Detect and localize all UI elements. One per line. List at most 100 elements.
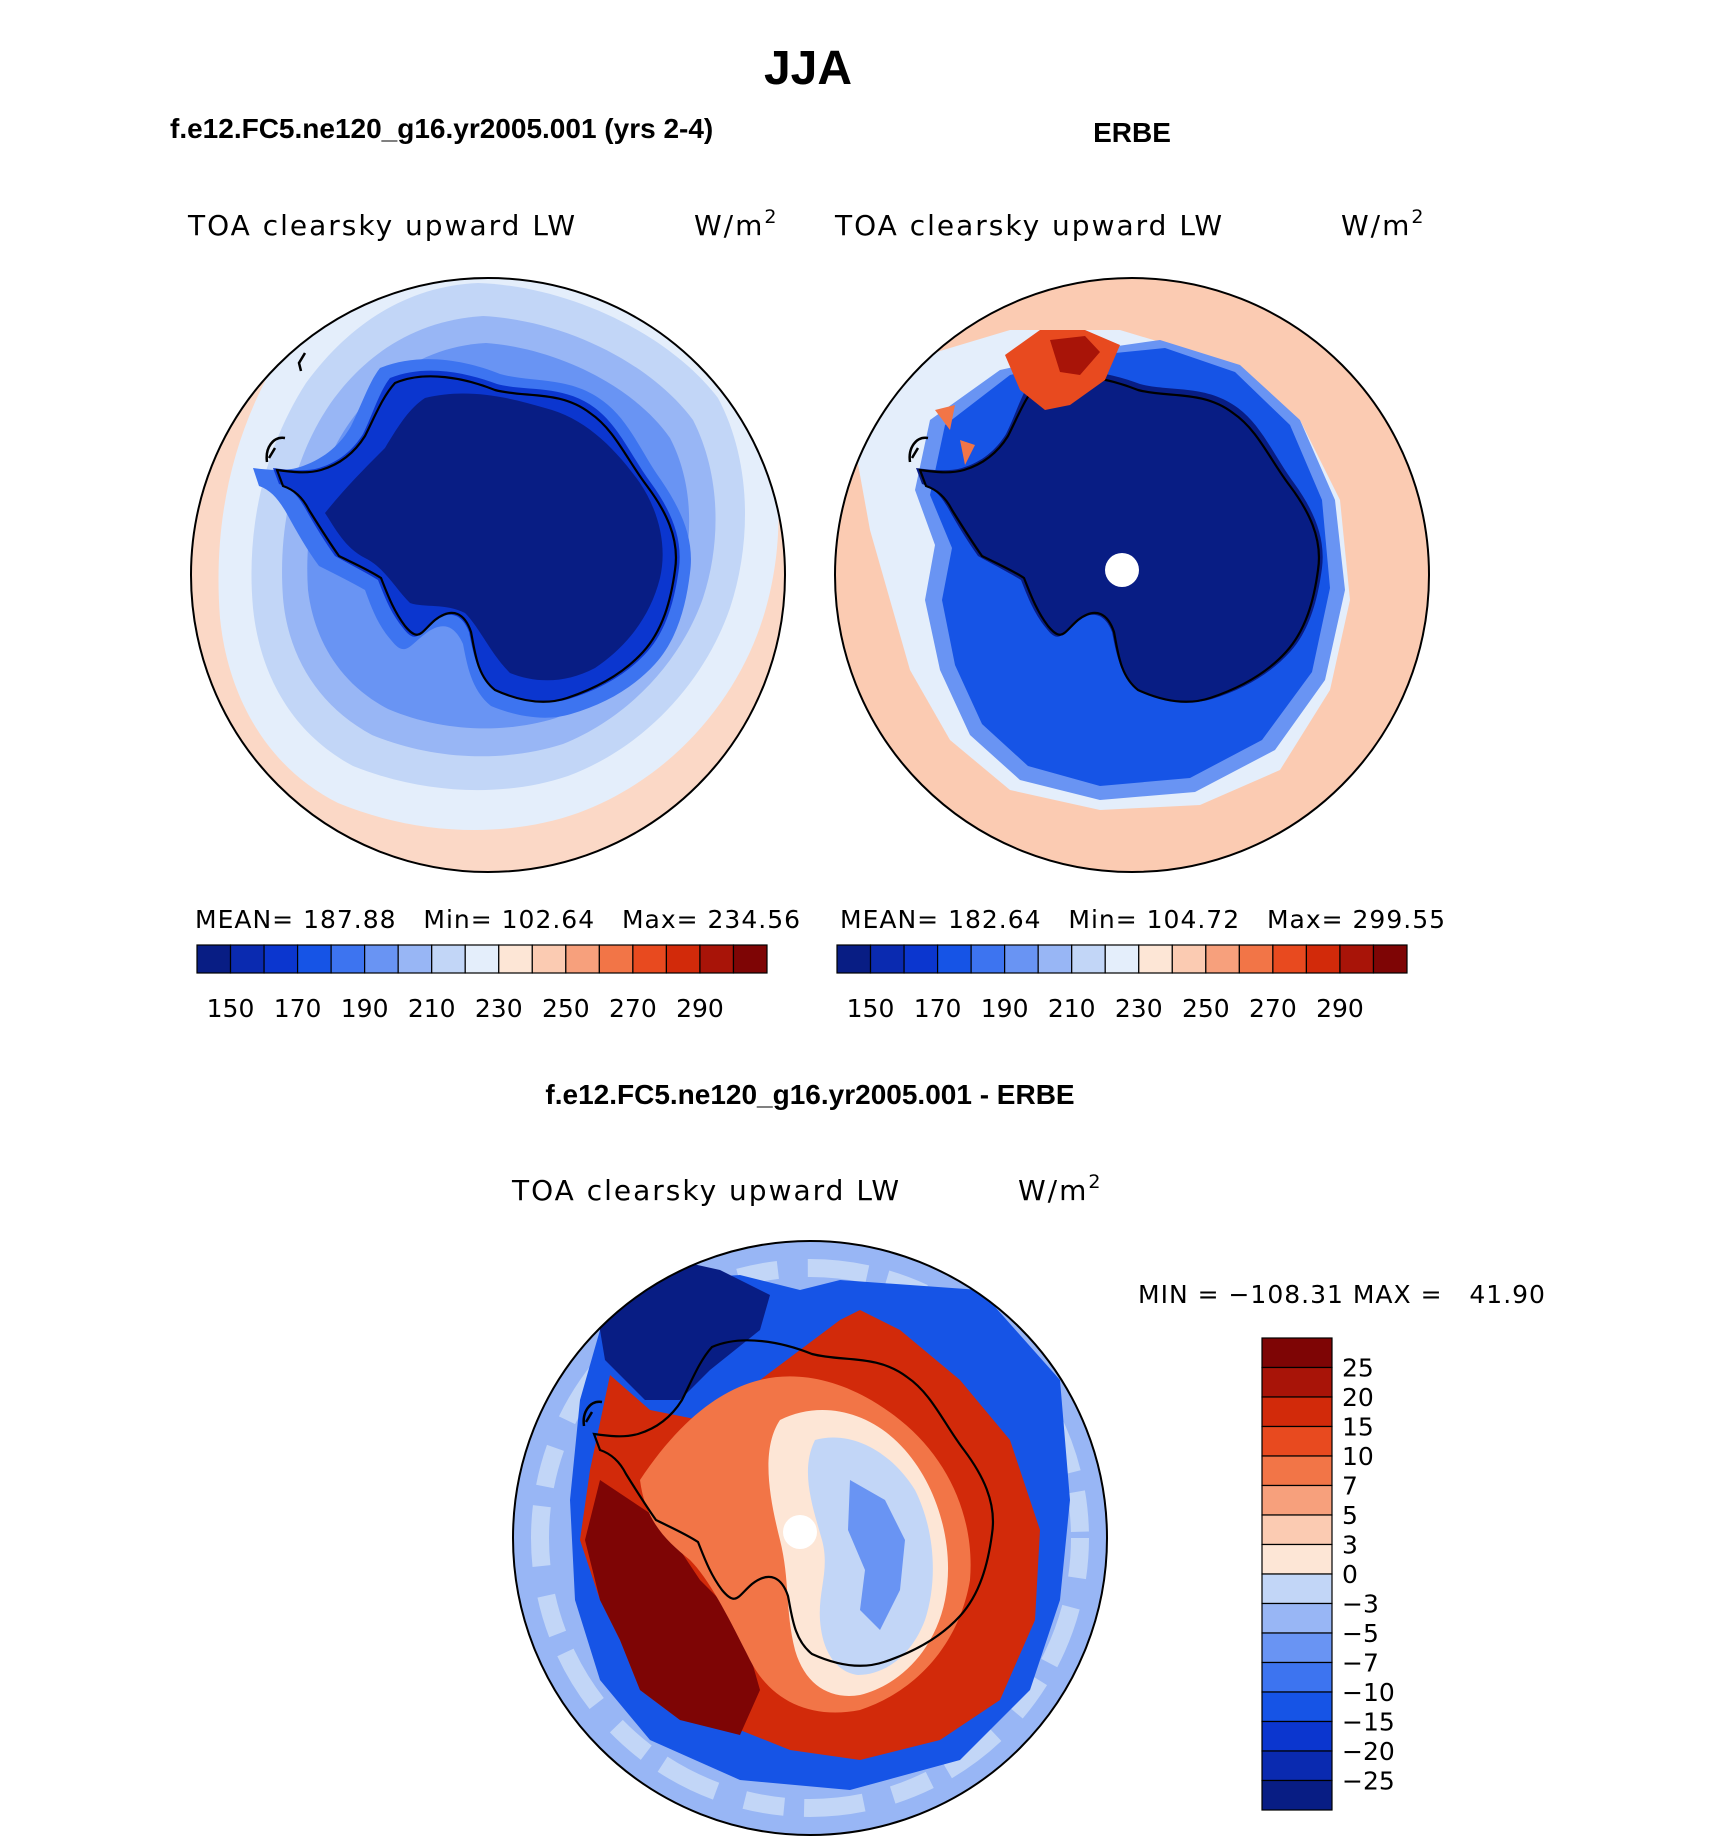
panel-difference-colorbar-swatch: [1261, 1366, 1333, 1398]
panel-model-colorbar-swatch: [531, 944, 567, 974]
panel-erbe-colorbar-swatch: [1372, 944, 1408, 974]
panel-difference-map: [513, 1241, 1107, 1835]
panel-erbe-colorbar-swatch: [1104, 944, 1140, 974]
panel-model-colorbar-tick-label: 190: [341, 994, 389, 1023]
panel-erbe-colorbar: 150 170 190 210 230 250 270 290: [836, 944, 1408, 1023]
panel-model-stats: MEAN= 187.88 Min= 102.64 Max= 234.56: [195, 905, 801, 934]
panel-erbe-units: W/m2: [1341, 206, 1426, 242]
panel-erbe-colorbar-swatch: [903, 944, 939, 974]
panel-erbe-colorbar-tick-label: 210: [1048, 994, 1096, 1023]
panel-difference-colorbar-swatch: [1261, 1691, 1333, 1723]
panel-erbe-colorbar-swatch: [1037, 944, 1073, 974]
panel-difference-colorbar-tick-label: 15: [1342, 1413, 1374, 1442]
panel-difference-variable-label: TOA clearsky upward LW: [511, 1174, 901, 1207]
panel-difference-colorbar-swatch: [1261, 1514, 1333, 1546]
panel-erbe-colorbar-tick-label: 270: [1249, 994, 1297, 1023]
panel-erbe-colorbar-swatch: [1004, 944, 1039, 974]
panel-erbe-colorbar-swatch: [1238, 944, 1274, 974]
panel-difference-colorbar-swatch: [1261, 1602, 1333, 1634]
panel-model-colorbar-tick-label: 250: [542, 994, 590, 1023]
panel-difference-islands: [582, 1400, 603, 1427]
panel-erbe-colorbar-swatch: [1138, 944, 1173, 974]
panel-model-colorbar-tick-label: 230: [475, 994, 523, 1023]
panel-erbe-colorbar-tick-label: 150: [847, 994, 895, 1023]
panel-model-colorbar-swatch: [632, 944, 668, 974]
panel-erbe-colorbar-tick-label: 230: [1115, 994, 1163, 1023]
panel-difference-pole-gap: [783, 1515, 817, 1549]
panel-difference-colorbar-tick-label: 7: [1342, 1472, 1358, 1501]
panel-erbe-colorbar-tick-label: 190: [981, 994, 1029, 1023]
panel-erbe-colorbar-tick-label: 250: [1182, 994, 1230, 1023]
panel-difference-colorbar-swatch: [1261, 1543, 1333, 1575]
panel-difference-colorbar-tick-label: 25: [1342, 1354, 1374, 1383]
panel-model-colorbar-swatch: [196, 944, 232, 974]
panel-erbe-colorbar-swatch: [936, 944, 972, 974]
panel-difference-colorbar-tick-label: 3: [1342, 1531, 1358, 1560]
panel-model-colorbar-tick-label: 290: [676, 994, 724, 1023]
panel-erbe-variable-label: TOA clearsky upward LW: [834, 209, 1224, 242]
panel-difference-colorbar-swatch: [1261, 1396, 1333, 1428]
panel-model-variable-label: TOA clearsky upward LW: [187, 209, 577, 242]
panel-model-colorbar-swatch: [665, 944, 701, 974]
panel-erbe-colorbar-swatch: [1272, 944, 1308, 974]
panel-erbe-pole-gap: [1105, 553, 1139, 587]
panel-difference-colorbar-tick-label: 20: [1342, 1383, 1374, 1412]
panel-difference-outer-light-band: [531, 1259, 1089, 1817]
panel-erbe: ERBE TOA clearsky upward LW W/m2 MEAN= 1…: [834, 117, 1445, 1023]
panel-difference-colorbar-swatch: [1261, 1779, 1333, 1811]
panel-difference-colorbar-swatch: [1261, 1484, 1333, 1516]
panel-model-colorbar-swatch: [229, 944, 265, 974]
panel-model-colorbar-swatch: [699, 944, 735, 974]
panel-difference: f.e12.FC5.ne120_g16.yr2005.001 - ERBE TO…: [511, 1079, 1545, 1836]
panel-difference-colorbar-swatch: [1261, 1632, 1333, 1664]
panel-difference-colorbar-tick-label: −25: [1342, 1767, 1395, 1796]
panel-difference-colorbar-tick-label: −15: [1342, 1708, 1395, 1737]
panel-model-colorbar-swatch: [498, 944, 533, 974]
panel-model-colorbar-swatch: [431, 944, 466, 974]
panel-model-colorbar-swatch: [464, 944, 500, 974]
panel-erbe-header: ERBE: [1093, 117, 1171, 148]
panel-difference-colorbar-swatch: [1261, 1455, 1333, 1487]
panel-erbe-colorbar-swatch: [1205, 944, 1240, 974]
panel-model-header: f.e12.FC5.ne120_g16.yr2005.001 (yrs 2-4): [170, 113, 713, 144]
panel-difference-colorbar-tick-label: 10: [1342, 1442, 1374, 1471]
panel-model-colorbar-swatch: [397, 944, 433, 974]
panel-model-colorbar-tick-label: 210: [408, 994, 456, 1023]
panel-erbe-colorbar-swatch: [1071, 944, 1106, 974]
panel-model-colorbar-swatch: [296, 944, 332, 974]
panel-model-colorbar-swatch: [598, 944, 634, 974]
panel-model: f.e12.FC5.ne120_g16.yr2005.001 (yrs 2-4)…: [170, 113, 801, 1023]
panel-difference-warm-sector: [585, 1480, 760, 1735]
panel-difference-colorbar-swatch: [1261, 1425, 1333, 1457]
panel-erbe-colorbar-swatch: [1339, 944, 1375, 974]
panel-erbe-colorbar-swatch: [836, 944, 872, 974]
panel-model-continent-core: [325, 393, 663, 681]
panel-model-colorbar-swatch: [263, 944, 299, 974]
panel-erbe-small-warm-patches: [935, 405, 975, 465]
panel-difference-colorbar-swatch: [1261, 1750, 1333, 1782]
panel-model-colorbar-tick-label: 170: [274, 994, 322, 1023]
panel-difference-map-border: [512, 1240, 1108, 1836]
panel-difference-colorbar-tick-label: −5: [1342, 1619, 1379, 1648]
panel-difference-colorbar-tick-label: −3: [1342, 1590, 1379, 1619]
panel-erbe-islands: [908, 436, 929, 463]
panel-erbe-colorbar-swatch: [869, 944, 905, 974]
panel-difference-colorbar-swatch: [1261, 1337, 1333, 1369]
panel-difference-header: f.e12.FC5.ne120_g16.yr2005.001 - ERBE: [545, 1079, 1074, 1110]
panel-model-colorbar: 150 170 190 210 230 250 270 290: [196, 944, 768, 1023]
panel-difference-colorbar-tick-label: −7: [1342, 1649, 1379, 1678]
panel-model-islands: [265, 352, 307, 463]
panel-difference-plateau-blue: [848, 1480, 905, 1630]
panel-model-map-border: [190, 277, 786, 873]
panel-difference-colorbar-tick-label: 0: [1342, 1560, 1358, 1589]
panel-model-colorbar-swatch: [565, 944, 600, 974]
panel-erbe-continent: [916, 370, 1323, 703]
panel-difference-colorbar-swatch: [1261, 1661, 1333, 1693]
panel-erbe-colorbar-swatch: [1305, 944, 1341, 974]
panel-erbe-colorbar-tick-label: 290: [1316, 994, 1364, 1023]
panel-model-colorbar-swatch: [330, 944, 366, 974]
panel-erbe-colorbar-swatch: [970, 944, 1006, 974]
panel-erbe-colorbar-swatch: [1171, 944, 1207, 974]
